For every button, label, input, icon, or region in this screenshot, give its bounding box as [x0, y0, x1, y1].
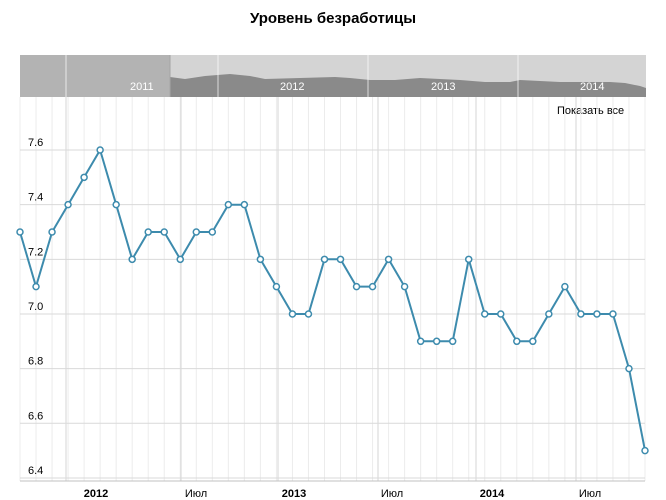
data-point [320, 255, 329, 264]
data-point [240, 200, 249, 209]
series-line [19, 149, 646, 451]
navigator[interactable]: 2011 2012 2013 2014 [20, 55, 646, 97]
data-point [96, 146, 104, 154]
data-point [112, 200, 120, 209]
x-axis: 2012 Июл 2013 Июл 2014 Июл [20, 480, 645, 500]
data-point [400, 282, 409, 291]
x-tick-label: 2013 [282, 488, 306, 500]
navigator-year-label: 2014 [580, 81, 604, 93]
y-tick-label: 6.8 [28, 356, 43, 368]
data-point [593, 310, 601, 318]
data-point [160, 228, 168, 236]
y-tick-label: 7.4 [28, 192, 43, 204]
data-point [609, 310, 617, 318]
y-tick-label: 7.2 [28, 246, 43, 258]
data-point [304, 310, 313, 318]
data-point [561, 282, 569, 291]
grid [19, 97, 646, 481]
data-point [480, 310, 489, 318]
x-tick-label: 2012 [84, 488, 108, 500]
data-point [272, 282, 281, 291]
data-point [176, 255, 185, 264]
navigator-mask [20, 55, 170, 97]
data-point [32, 282, 40, 291]
data-point [432, 337, 441, 346]
data-point [529, 337, 537, 346]
navigator-year-label: 2011 [130, 81, 154, 93]
data-point [128, 255, 136, 264]
data-point [144, 228, 152, 236]
data-point [16, 228, 24, 236]
data-point [464, 255, 473, 264]
y-tick-label: 7.6 [28, 137, 43, 149]
data-point [625, 364, 633, 373]
y-tick-label: 6.6 [28, 410, 43, 422]
data-point [192, 228, 201, 236]
data-point [448, 337, 457, 346]
data-point [384, 255, 393, 264]
x-tick-label: 2014 [480, 488, 505, 500]
data-point [64, 200, 72, 209]
y-tick-label: 6.4 [28, 465, 43, 477]
data-point [497, 310, 505, 318]
data-point [545, 310, 553, 318]
data-point [336, 255, 345, 264]
data-point [80, 173, 88, 182]
x-tick-label: Июл [579, 488, 601, 500]
data-point [641, 446, 649, 455]
data-point [368, 282, 377, 291]
data-point [577, 310, 585, 318]
data-point [513, 337, 521, 346]
data-point [48, 228, 56, 236]
data-point [208, 228, 217, 236]
x-tick-label: Июл [381, 488, 403, 500]
navigator-series-area [170, 74, 646, 97]
data-point [416, 337, 425, 346]
chart-title: Уровень безработицы [249, 10, 417, 27]
navigator-year-label: 2013 [431, 81, 455, 93]
data-point [352, 282, 361, 291]
navigator-year-label: 2012 [280, 81, 304, 93]
data-point [224, 200, 233, 209]
y-tick-label: 7.0 [28, 301, 43, 313]
data-point [288, 310, 297, 318]
series [16, 146, 649, 455]
show-all-button[interactable]: Показать все [557, 105, 625, 117]
y-axis: 6.4 6.6 6.8 7.0 7.2 7.4 7.6 [28, 137, 43, 477]
x-tick-label: Июл [185, 488, 207, 500]
data-point [256, 255, 265, 264]
